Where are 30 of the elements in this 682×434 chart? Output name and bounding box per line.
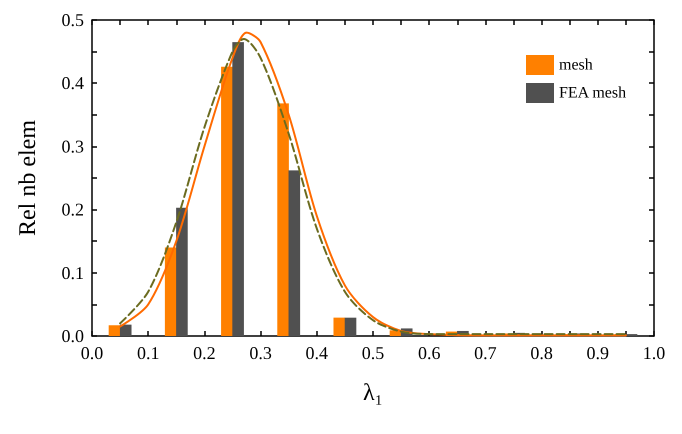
y-tick-label: 0.0	[62, 326, 84, 346]
legend-label: FEA mesh	[559, 84, 626, 102]
bar	[277, 103, 289, 336]
x-tick-label: 0.8	[530, 343, 553, 363]
y-tick-label: 0.2	[62, 200, 84, 220]
bar	[221, 66, 233, 336]
bar	[333, 318, 346, 336]
legend-label: mesh	[559, 56, 593, 74]
y-tick-label: 0.3	[62, 136, 84, 156]
x-tick-label: 0.7	[474, 343, 497, 363]
y-tick-label: 0.1	[62, 262, 84, 283]
x-tick-label: 0.4	[306, 343, 328, 363]
x-tick-label: 0.2	[193, 343, 216, 363]
x-axis-title: λ₁	[362, 380, 384, 406]
y-axis-title: Rel nb elem	[15, 120, 41, 236]
bar	[344, 318, 356, 336]
bar	[176, 208, 188, 336]
bar	[120, 324, 132, 336]
x-tick-label: 0.6	[418, 343, 440, 363]
x-tick-label: 0.5	[362, 343, 384, 363]
x-tick-label: 0.0	[80, 343, 104, 363]
x-tick-label: 0.9	[586, 343, 610, 363]
bar	[108, 325, 120, 336]
x-tick-label: 0.1	[136, 343, 160, 363]
x-tick-label: 0.3	[249, 343, 272, 363]
y-tick-label: 0.5	[62, 10, 84, 30]
bar	[288, 170, 300, 336]
bar	[232, 42, 244, 336]
y-tick-label: 0.4	[62, 73, 84, 94]
x-tick-label: 1.0	[642, 343, 666, 363]
